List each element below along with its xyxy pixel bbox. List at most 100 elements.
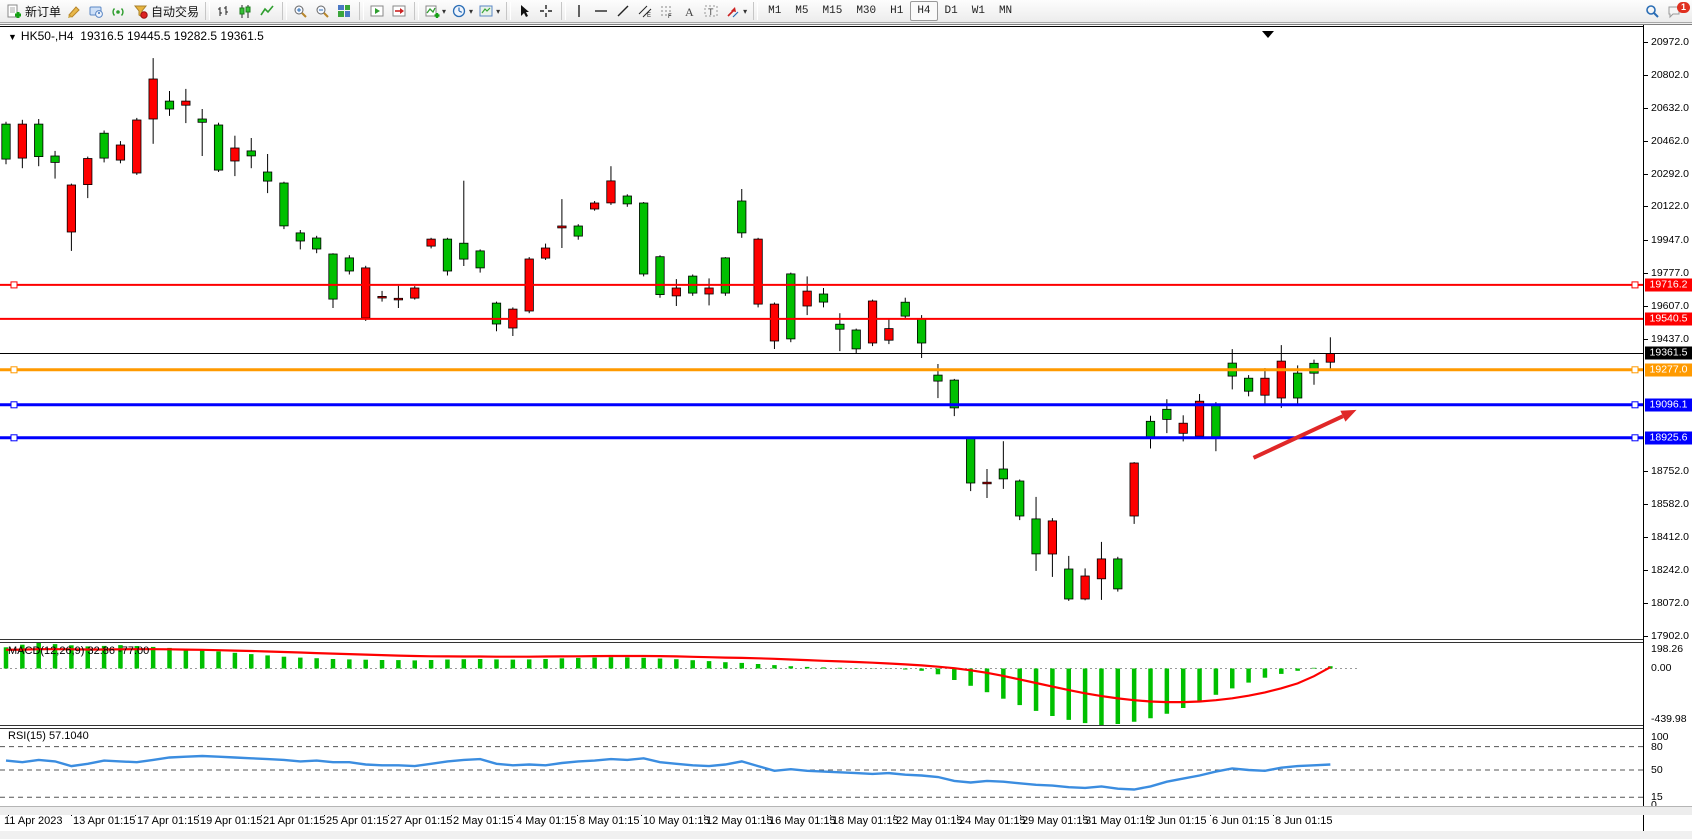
candle xyxy=(181,100,191,106)
periods-button[interactable]: ▾ xyxy=(449,1,476,21)
macd-axis-label: 198.26 xyxy=(1651,643,1684,655)
date-label: 2 May 01:15 xyxy=(453,815,514,827)
symbol-period-label: HK50-,H4 xyxy=(20,29,74,43)
crayon-button[interactable] xyxy=(64,1,86,21)
chevron-down-icon[interactable]: ▾ xyxy=(469,6,474,16)
bar-chart-button[interactable] xyxy=(213,1,235,21)
signal-button[interactable] xyxy=(108,1,130,21)
timeframe-w1-button[interactable]: W1 xyxy=(971,5,985,17)
line-handle[interactable] xyxy=(10,401,18,409)
chart-plot-area[interactable] xyxy=(0,25,1643,831)
chart-shift-icon xyxy=(392,5,406,16)
price-tick-label: 19777.0 xyxy=(1651,267,1689,279)
cursor-button[interactable] xyxy=(514,1,536,21)
toolbar-separator xyxy=(205,2,211,20)
candle xyxy=(900,301,910,317)
timeframe-h4-button[interactable]: H4 xyxy=(910,1,938,21)
text-label-button[interactable]: T xyxy=(701,1,723,21)
price-line-label: 19716.2 xyxy=(1645,278,1692,292)
vline-button[interactable] xyxy=(569,1,591,21)
text-button[interactable]: A xyxy=(679,1,701,21)
symbol-dropdown-icon[interactable]: ▼ xyxy=(8,32,17,42)
channel-button[interactable]: E xyxy=(635,1,657,21)
zoom-in-button[interactable] xyxy=(290,1,312,21)
trendline-button[interactable] xyxy=(613,1,635,21)
candle xyxy=(1293,372,1303,399)
crosshair-button[interactable] xyxy=(536,1,558,21)
timeframe-mn-button[interactable]: MN xyxy=(998,5,1013,17)
candle xyxy=(295,232,305,242)
chart-shift-marker[interactable] xyxy=(1262,31,1274,38)
candle xyxy=(410,287,420,299)
candle xyxy=(1162,408,1172,420)
time-axis[interactable]: 11 Apr 2023 13 Apr 01:15 17 Apr 01:15 19 Ap… xyxy=(0,813,1643,830)
rsi-axis-label: 15 xyxy=(1651,791,1663,803)
candle xyxy=(1015,480,1025,517)
timeframe-m5-button[interactable]: M5 xyxy=(795,5,809,17)
timeframe-d1-button[interactable]: D1 xyxy=(944,5,958,17)
candle xyxy=(1064,568,1074,600)
price-tick-label: 19947.0 xyxy=(1651,234,1689,246)
hline-icon xyxy=(595,9,608,12)
candle xyxy=(884,328,894,341)
timeframe-m30-button[interactable]: M30 xyxy=(856,5,877,17)
chat-button[interactable]: 1 xyxy=(1664,1,1690,22)
chart-title: ▼ HK50-,H4 19316.5 19445.5 19282.5 19361.… xyxy=(8,29,264,43)
chart-window[interactable]: ▼ HK50-,H4 19316.5 19445.5 19282.5 19361.… xyxy=(0,24,1692,831)
candle xyxy=(867,300,878,344)
svg-text:T: T xyxy=(708,7,714,17)
tile-windows-button[interactable] xyxy=(334,1,356,21)
shapes-button[interactable]: ▾ xyxy=(723,1,750,21)
publish-button[interactable] xyxy=(86,1,108,21)
trend-arrow[interactable] xyxy=(1252,414,1344,460)
timeframe-h1-button[interactable]: H1 xyxy=(890,5,904,17)
fibonacci-button[interactable]: F xyxy=(657,1,679,21)
candle xyxy=(1096,558,1107,580)
candle xyxy=(1145,420,1156,439)
date-label: 17 Apr 01:15 xyxy=(137,815,200,827)
auto-scroll-button[interactable] xyxy=(367,1,389,21)
chart-shift-button[interactable] xyxy=(389,1,411,21)
date-label: 18 May 01:15 xyxy=(832,815,899,827)
line-handle[interactable] xyxy=(10,434,18,442)
line-handle[interactable] xyxy=(1631,401,1639,409)
main-toolbar: 新订单 自动交易 ▾ ▾ ▾ E F A T ▾ M1 M5 M15 M30 H1 H4 D1 W1 MN 1 xyxy=(0,0,1692,23)
line-chart-icon xyxy=(260,4,274,15)
publish-icon xyxy=(89,6,103,18)
autotrade-button[interactable]: 自动交易 xyxy=(130,1,202,21)
chevron-down-icon[interactable]: ▾ xyxy=(743,6,748,16)
templates-button[interactable]: ▾ xyxy=(476,1,503,21)
new-order-button[interactable]: 新订单 xyxy=(4,1,64,21)
line-chart-button[interactable] xyxy=(257,1,279,21)
svg-text:E: E xyxy=(647,13,651,19)
candle xyxy=(459,242,469,260)
rsi-axis-label: 50 xyxy=(1651,764,1663,776)
timeframe-m1-button[interactable]: M1 xyxy=(768,5,782,17)
toolbar-separator xyxy=(359,2,365,20)
line-handle[interactable] xyxy=(1631,434,1639,442)
rsi-line xyxy=(5,754,1331,791)
candle-chart-button[interactable] xyxy=(235,1,257,21)
candle xyxy=(851,329,861,350)
price-axis[interactable]: 20972.0 20802.0 20632.0 20462.0 20292.0 20122… xyxy=(1643,25,1692,831)
candle xyxy=(442,238,453,272)
indicators-button[interactable]: ▾ xyxy=(422,1,449,21)
date-label: 8 Jun 01:15 xyxy=(1275,815,1333,827)
candle xyxy=(1129,462,1139,517)
price-line-label: 19096.1 xyxy=(1645,398,1692,412)
candle xyxy=(671,287,681,297)
chevron-down-icon[interactable]: ▾ xyxy=(442,6,447,16)
candle xyxy=(606,180,616,204)
zoom-out-button[interactable] xyxy=(312,1,334,21)
candle xyxy=(230,147,240,162)
line-handle[interactable] xyxy=(10,281,18,289)
search-button[interactable] xyxy=(1642,2,1664,22)
toolbar-separator xyxy=(753,2,759,20)
timeframe-m15-button[interactable]: M15 xyxy=(822,5,843,17)
line-handle[interactable] xyxy=(10,366,18,374)
line-handle[interactable] xyxy=(1631,281,1639,289)
chevron-down-icon[interactable]: ▾ xyxy=(496,6,501,16)
hline-button[interactable] xyxy=(591,1,613,21)
zoom-in-icon xyxy=(294,5,307,18)
line-handle[interactable] xyxy=(1631,366,1639,374)
